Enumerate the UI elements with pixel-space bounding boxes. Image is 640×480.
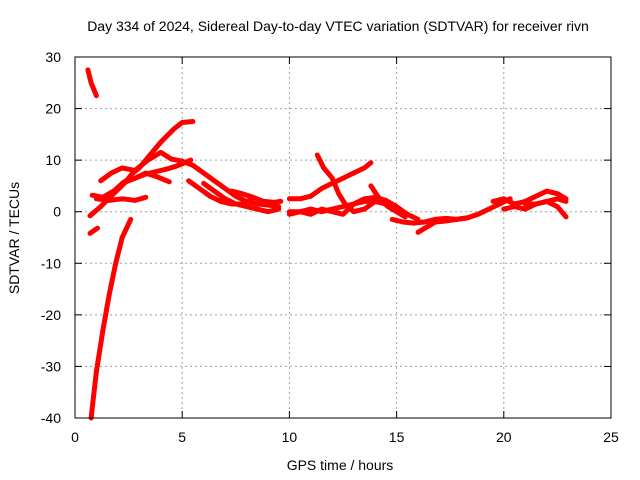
x-tick-label: 25 (603, 429, 619, 445)
series-arc-15 (286, 194, 421, 222)
series-arc-1 (85, 67, 99, 99)
x-tick-labels: 0 5 10 15 20 25 (71, 429, 619, 445)
series-arc-21 (522, 196, 569, 207)
gridlines (75, 57, 611, 418)
x-tick-label: 5 (178, 429, 186, 445)
series-arc-10 (201, 180, 282, 215)
y-tick-label: 10 (45, 152, 61, 168)
series-arc-14 (314, 152, 378, 215)
x-tick-label: 10 (282, 429, 298, 445)
y-tick-label: 20 (45, 101, 61, 117)
series-arc-16 (368, 183, 408, 220)
series-arc-11 (229, 188, 284, 205)
series-arc-19 (490, 188, 569, 207)
y-axis-label: SDTVAR / TECUs (6, 182, 22, 294)
series-arc-2 (88, 216, 134, 421)
series-arc-12 (286, 198, 400, 215)
plot-frame (74, 56, 612, 419)
y-tick-label: -20 (41, 307, 61, 323)
x-tick-label: 20 (496, 429, 512, 445)
series-arc-7 (93, 194, 149, 203)
axis-ticks (74, 56, 612, 419)
y-tick-label: 30 (45, 49, 61, 65)
series-arc-8 (119, 170, 172, 186)
y-tick-labels: -40 -30 -20 -10 0 10 20 30 (41, 49, 61, 426)
x-tick-label: 0 (71, 429, 79, 445)
y-tick-label: 0 (53, 204, 61, 220)
series-arc-3 (87, 225, 100, 236)
y-tick-label: -10 (41, 255, 61, 271)
series-arc-13 (286, 160, 374, 202)
data-traces (85, 67, 569, 421)
series-arc-18 (415, 215, 470, 235)
chart-title: Day 334 of 2024, Sidereal Day-to-day VTE… (87, 18, 589, 34)
y-tick-label: -40 (41, 410, 61, 426)
y-tick-label: -30 (41, 358, 61, 374)
x-tick-label: 15 (389, 429, 405, 445)
x-axis-label: GPS time / hours (287, 457, 394, 473)
